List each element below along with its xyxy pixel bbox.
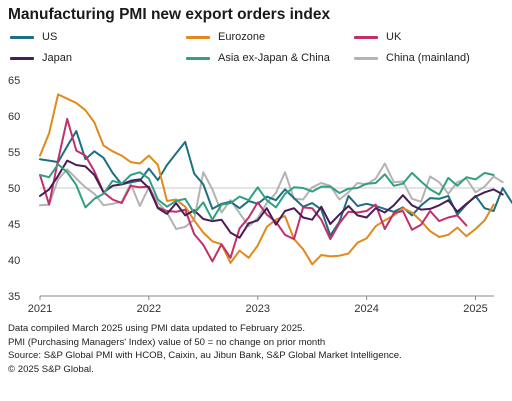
- x-tick-label: 2024: [354, 303, 378, 315]
- legend-label: China (mainland): [386, 52, 470, 64]
- chart-title: Manufacturing PMI new export orders inde…: [8, 6, 331, 23]
- footnote-data-compiled: Data compiled March 2025 using PMI data …: [8, 323, 306, 334]
- x-tick-label: 2021: [28, 303, 52, 315]
- legend-swatch: [186, 56, 210, 60]
- series-line-japan: [39, 159, 504, 239]
- y-tick-label: 50: [8, 183, 20, 195]
- legend-swatch: [354, 56, 378, 60]
- y-tick-label: 40: [8, 255, 20, 267]
- legend-swatch: [186, 35, 210, 39]
- x-tick-label: 2023: [246, 303, 270, 315]
- legend-label: Eurozone: [218, 31, 266, 43]
- legend-label: US: [42, 31, 58, 43]
- legend-item-uk: UK: [354, 31, 401, 43]
- y-tick-label: 60: [8, 111, 20, 123]
- chart-footnotes: Data compiled March 2025 using PMI data …: [8, 322, 402, 376]
- y-tick-label: 65: [8, 75, 20, 87]
- legend-item-us: US: [10, 31, 57, 43]
- footnote-pmi-definition: PMI (Purchasing Managers' Index) value o…: [8, 336, 326, 348]
- legend-label: UK: [386, 31, 402, 43]
- series-line-asia-ex-japan-china: [39, 163, 495, 221]
- legend-item-eurozone: Eurozone: [186, 31, 265, 43]
- legend-swatch: [10, 56, 34, 60]
- footnote-source: Source: S&P Global PMI with HCOB, Caixin…: [8, 350, 402, 362]
- chart-plot: 35 40 45 50 55 60 65 2021 2022 2023 2024 2025: [8, 75, 512, 315]
- x-tick-label: 2025: [463, 303, 487, 315]
- legend-swatch: [354, 35, 378, 39]
- series-line-uk: [39, 117, 468, 263]
- y-tick-label: 45: [8, 219, 20, 231]
- y-tick-label: 35: [8, 291, 20, 303]
- x-tick-label: 2022: [137, 303, 161, 315]
- legend-label: Japan: [42, 52, 72, 64]
- legend-swatch: [10, 35, 34, 39]
- legend-label: Asia ex-Japan & China: [218, 52, 330, 64]
- series-line-eurozone: [39, 93, 495, 266]
- legend-item-china-mainland: China (mainland): [354, 52, 470, 64]
- y-tick-label: 55: [8, 147, 20, 159]
- footnote-copyright: © 2025 S&P Global.: [8, 363, 94, 375]
- legend-item-asia-ex-japan-china: Asia ex-Japan & China: [186, 52, 330, 64]
- chart-legend: US Eurozone UK Japan Asia ex-Japan & China Ch…: [0, 0, 512, 80]
- legend-item-japan: Japan: [10, 52, 72, 64]
